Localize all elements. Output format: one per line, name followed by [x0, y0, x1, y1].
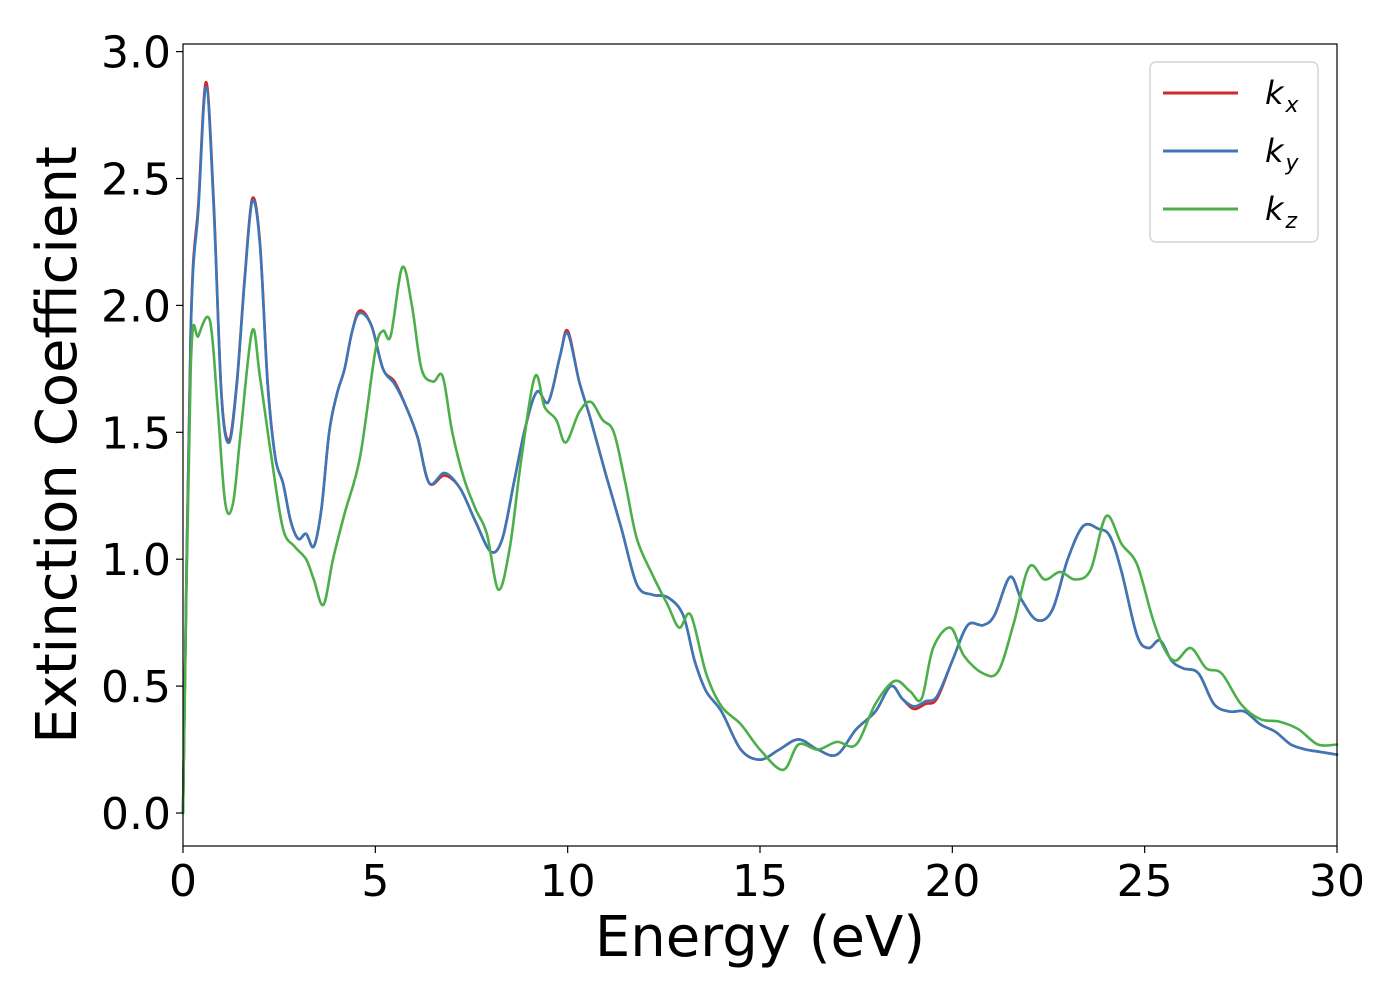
- legend: kx ky kz: [1149, 61, 1319, 243]
- x-axis-title: Energy (eV): [595, 905, 925, 970]
- y-axis-title: Extinction Coefficient: [25, 146, 90, 744]
- x-tick-label: 5: [361, 856, 389, 907]
- y-tick-label: 1.0: [101, 535, 171, 586]
- x-tick-label: 30: [1309, 856, 1365, 907]
- x-tick-label: 15: [732, 856, 788, 907]
- x-tick-label: 10: [540, 856, 596, 907]
- legend-label: ky: [1265, 132, 1300, 176]
- y-tick-label: 0.5: [101, 662, 171, 713]
- legend-entry-kx: kx: [1163, 74, 1300, 118]
- legend-entry-ky: ky: [1163, 132, 1300, 176]
- y-tick-label: 0.0: [101, 789, 171, 840]
- y-tick-label: 3.0: [101, 28, 171, 79]
- legend-label: kx: [1265, 74, 1300, 118]
- series-layer: [181, 80, 1339, 815]
- series-line-kz: [181, 265, 1339, 815]
- legend-label: kz: [1265, 190, 1298, 234]
- y-tick-label: 1.5: [101, 408, 171, 459]
- x-tick-label: 25: [1117, 856, 1173, 907]
- y-axis-ticks: 0.0 0.5 1.0 1.5 2.0 2.5 3.0: [101, 28, 183, 840]
- y-tick-label: 2.0: [101, 281, 171, 332]
- x-axis-ticks: 0 5 10 15 20 25 30: [169, 846, 1365, 907]
- series-line-ky: [181, 85, 1339, 815]
- y-tick-label: 2.5: [101, 155, 171, 206]
- legend-entry-kz: kz: [1163, 190, 1298, 234]
- x-tick-label: 20: [924, 856, 980, 907]
- x-tick-label: 0: [169, 856, 197, 907]
